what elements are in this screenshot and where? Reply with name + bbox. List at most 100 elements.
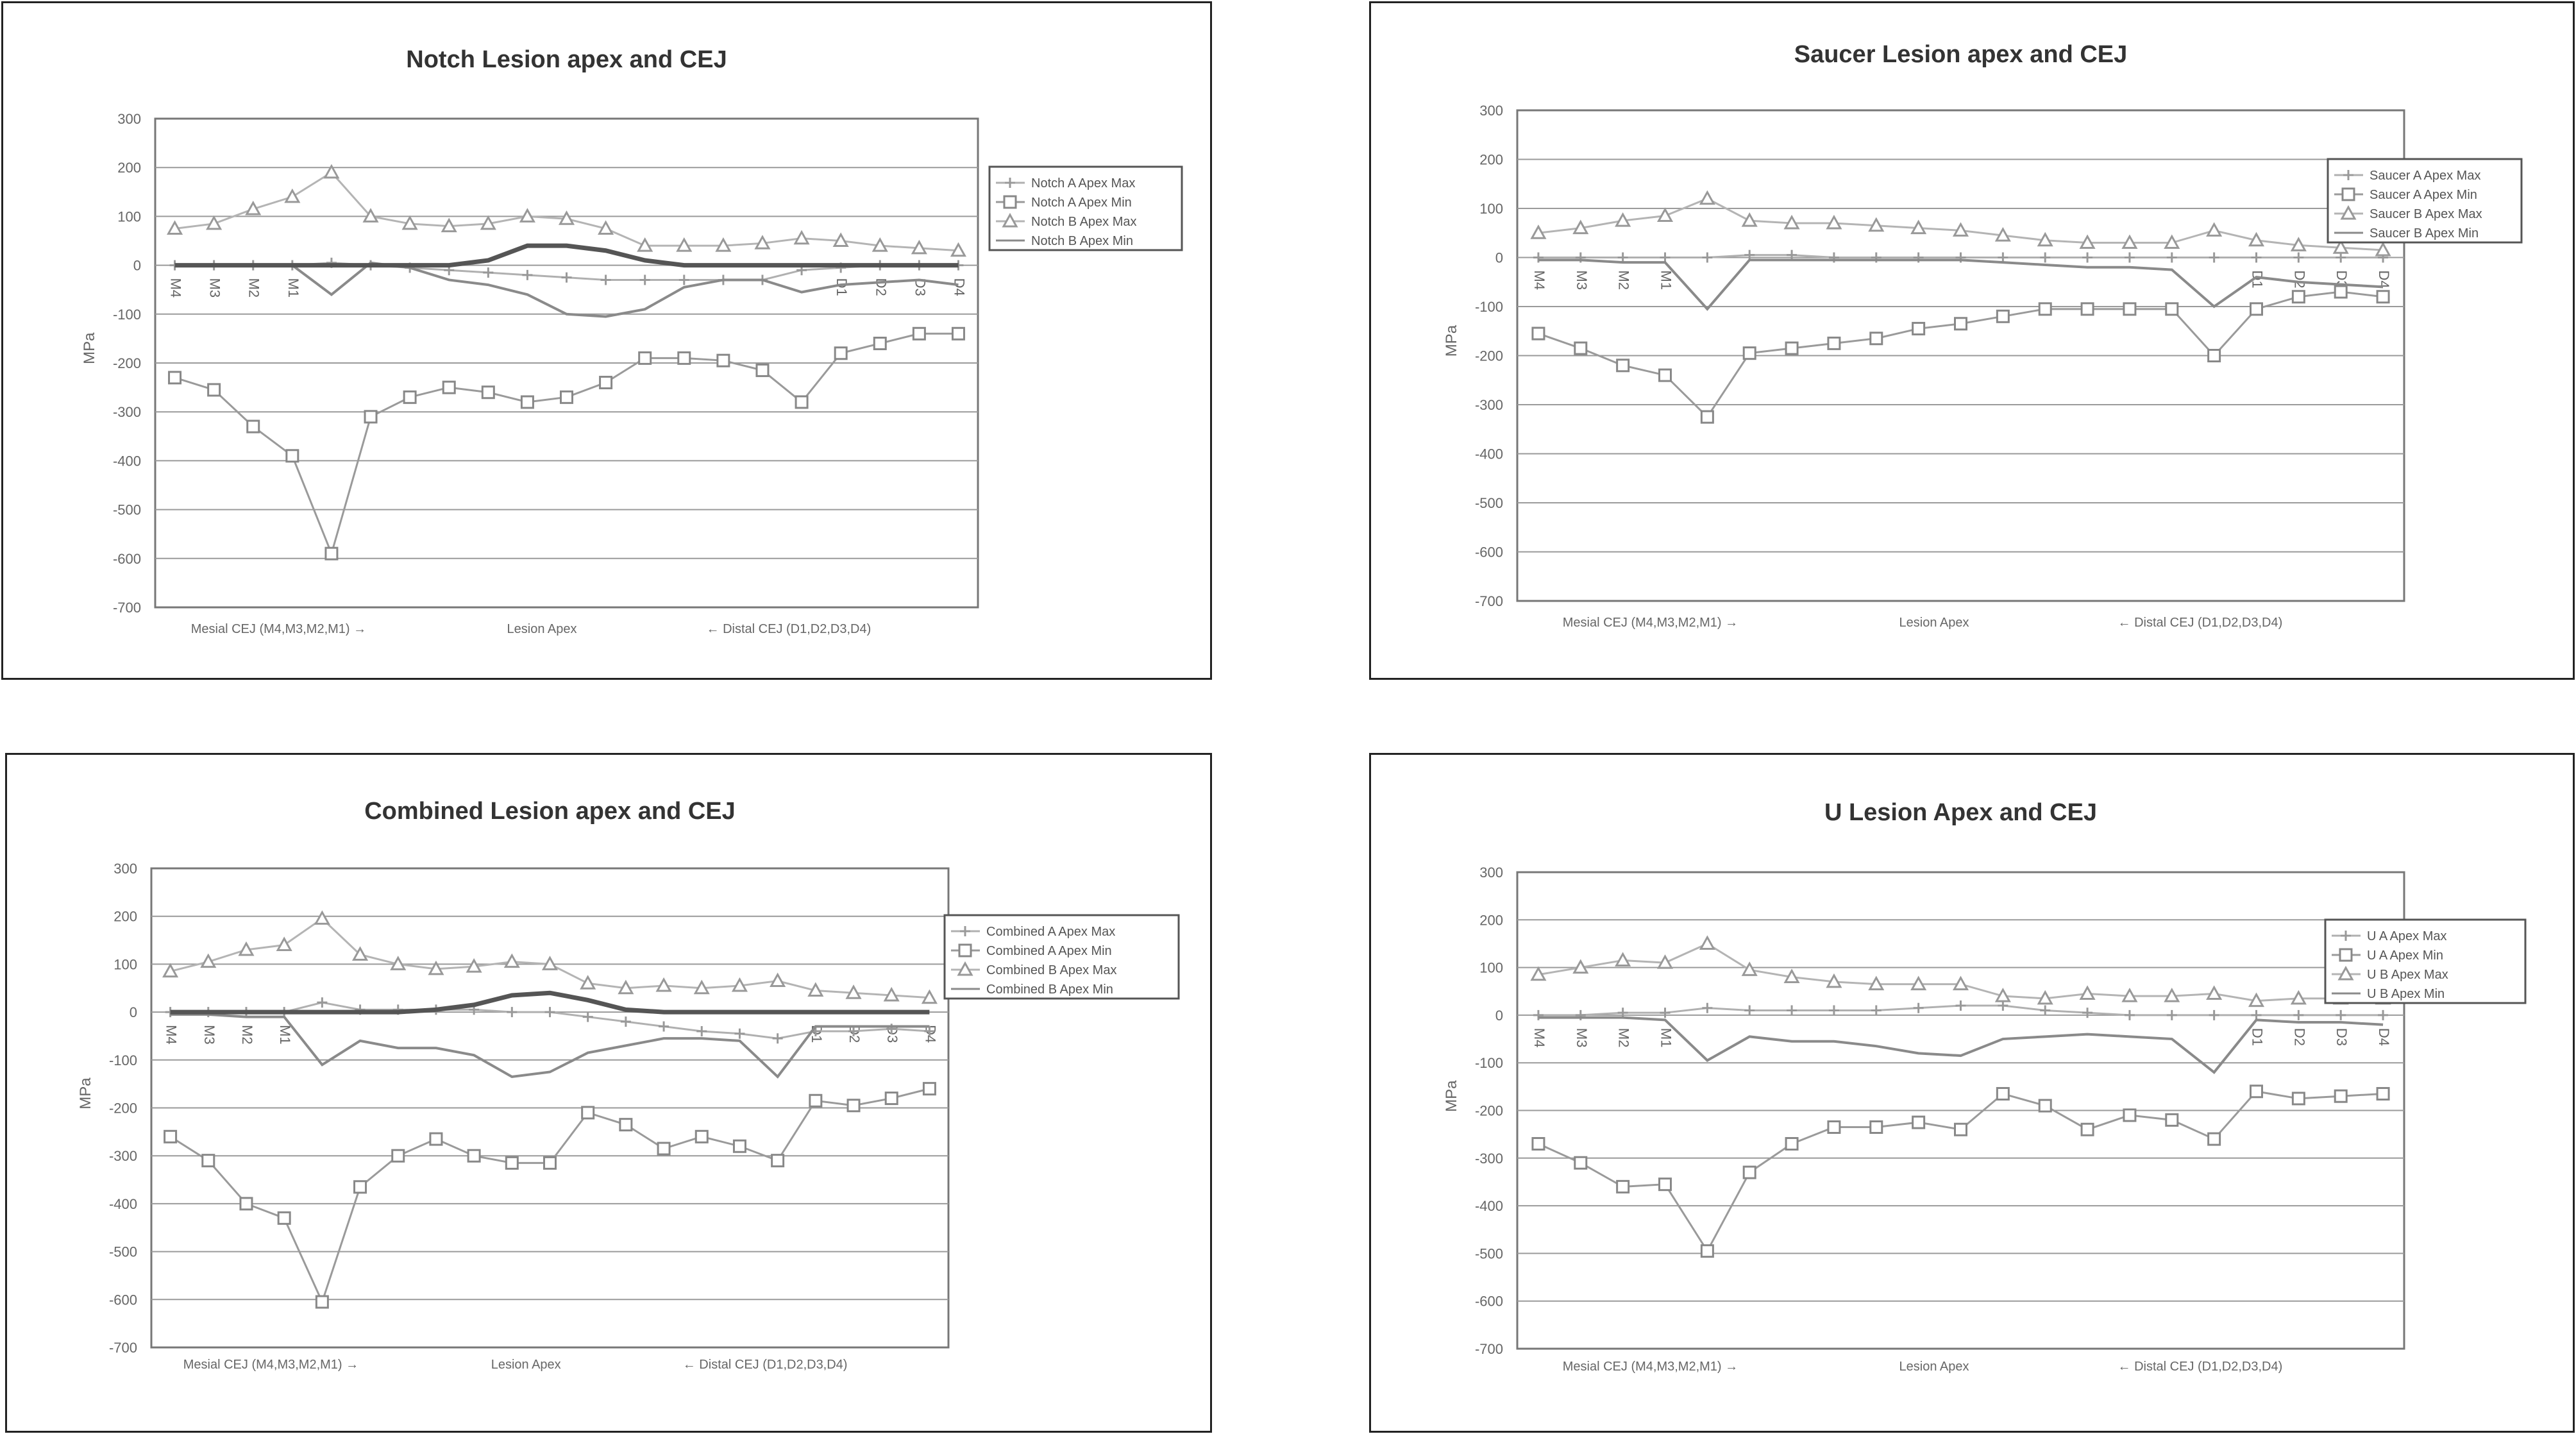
data-point — [2165, 1113, 2179, 1127]
x-tick-label: D4 — [951, 278, 967, 296]
data-point — [2040, 252, 2051, 263]
data-point — [245, 200, 262, 215]
data-point — [166, 220, 183, 235]
data-point — [519, 208, 535, 223]
data-point — [1954, 317, 1967, 331]
data-point — [732, 1139, 746, 1153]
data-point — [1868, 217, 1885, 232]
data-point — [772, 1033, 783, 1044]
data-point — [580, 975, 596, 990]
data-point — [1955, 1000, 1966, 1011]
data-point — [391, 1149, 405, 1163]
data-point — [168, 371, 182, 385]
data-point — [276, 936, 292, 952]
y-axis-label: MPa — [1443, 325, 1460, 357]
data-point — [2123, 302, 2137, 316]
series-3 — [1530, 190, 2391, 257]
y-tick-label: 0 — [133, 258, 141, 274]
y-tick-label: -200 — [113, 355, 141, 371]
data-point — [1910, 975, 1927, 991]
data-point — [2037, 232, 2053, 247]
data-point — [1531, 1137, 1545, 1151]
data-point — [912, 326, 926, 341]
data-point — [390, 956, 407, 970]
data-point — [522, 269, 533, 280]
series-1 — [1533, 249, 2389, 263]
x-tick-label: M1 — [1658, 271, 1674, 291]
legend-entry: U A Apex Min — [2367, 949, 2443, 963]
data-point — [676, 237, 693, 252]
y-tick-label: 100 — [1479, 960, 1503, 976]
chart-title: Saucer Lesion apex and CEJ — [1794, 41, 2128, 68]
y-tick-label: -400 — [1475, 1198, 1503, 1214]
data-point — [637, 237, 653, 252]
series-4 — [170, 1013, 930, 1079]
x-tick-label: D2 — [2291, 271, 2307, 289]
data-point — [1572, 219, 1589, 235]
data-point — [1868, 975, 1885, 991]
x-tick-label: M2 — [246, 278, 262, 298]
data-point — [239, 1197, 253, 1211]
y-tick-label: 100 — [117, 208, 141, 224]
y-tick-label: -600 — [109, 1292, 137, 1308]
y-tick-label: 300 — [1479, 865, 1503, 881]
x-group-label: Lesion Apex — [491, 1358, 561, 1372]
data-point — [715, 237, 732, 252]
series-4 — [1538, 1016, 2384, 1074]
data-point — [323, 164, 340, 179]
y-tick-label: -500 — [1475, 1245, 1503, 1261]
data-point — [1656, 954, 1674, 969]
data-point — [2209, 252, 2219, 263]
data-point — [1741, 212, 1758, 227]
data-point — [1574, 1156, 1588, 1170]
data-point — [162, 963, 179, 978]
data-point — [238, 941, 255, 956]
data-point — [2375, 241, 2391, 257]
data-point — [845, 984, 862, 999]
data-point — [206, 215, 223, 230]
y-tick-label: -500 — [1475, 495, 1503, 511]
legend-entry: Notch A Apex Min — [1031, 196, 1132, 210]
legend-box — [943, 914, 1180, 1000]
data-point — [403, 390, 417, 404]
data-point — [1912, 321, 1926, 335]
y-tick-label: 200 — [1479, 152, 1503, 168]
data-point — [351, 946, 369, 961]
y-tick-label: -200 — [109, 1101, 137, 1117]
data-point — [2336, 252, 2346, 263]
chart-svg: U Lesion Apex and CEJ 300 200 100 0 -100 -200 -… — [1443, 799, 2527, 1374]
data-point — [883, 986, 900, 1002]
x-tick-label: D3 — [2334, 1028, 2350, 1046]
data-point — [1700, 410, 1714, 424]
data-point — [1826, 973, 1842, 988]
data-point — [2038, 302, 2052, 316]
data-point — [832, 232, 849, 247]
series-1 — [1533, 1000, 2389, 1020]
data-point — [401, 215, 418, 230]
x-tick-label: M1 — [1658, 1028, 1674, 1048]
data-point — [1910, 219, 1927, 235]
data-point — [503, 953, 520, 968]
data-point — [2082, 252, 2093, 263]
y-tick-label: -400 — [109, 1196, 137, 1212]
data-point — [481, 385, 495, 400]
chart-panel-saucer: Saucer Lesion apex and CEJ 300 200 100 0 -100… — [1369, 1, 2575, 680]
data-point — [466, 958, 482, 973]
series-4 — [174, 261, 959, 318]
x-tick-label: D1 — [2250, 1028, 2266, 1046]
legend-entry: Combined B Apex Min — [986, 983, 1113, 997]
data-point — [1954, 1122, 1967, 1136]
series-5 — [170, 990, 930, 1015]
x-group-label: Mesial CEJ (M4,M3,M2,M1) → — [1563, 1360, 1738, 1374]
data-point — [2121, 988, 2138, 1002]
data-point — [639, 274, 650, 285]
data-point — [1530, 966, 1547, 981]
chart-title: Combined Lesion apex and CEJ — [364, 798, 736, 825]
data-point — [1531, 326, 1545, 341]
data-point — [1658, 368, 1672, 382]
x-group-label: ← Distal CEJ (D1,D2,D3,D4) — [2118, 616, 2283, 630]
x-tick-label: M4 — [168, 278, 184, 298]
legend-marker — [2341, 187, 2355, 201]
y-axis-label: MPa — [77, 1077, 94, 1109]
data-point — [834, 346, 848, 360]
